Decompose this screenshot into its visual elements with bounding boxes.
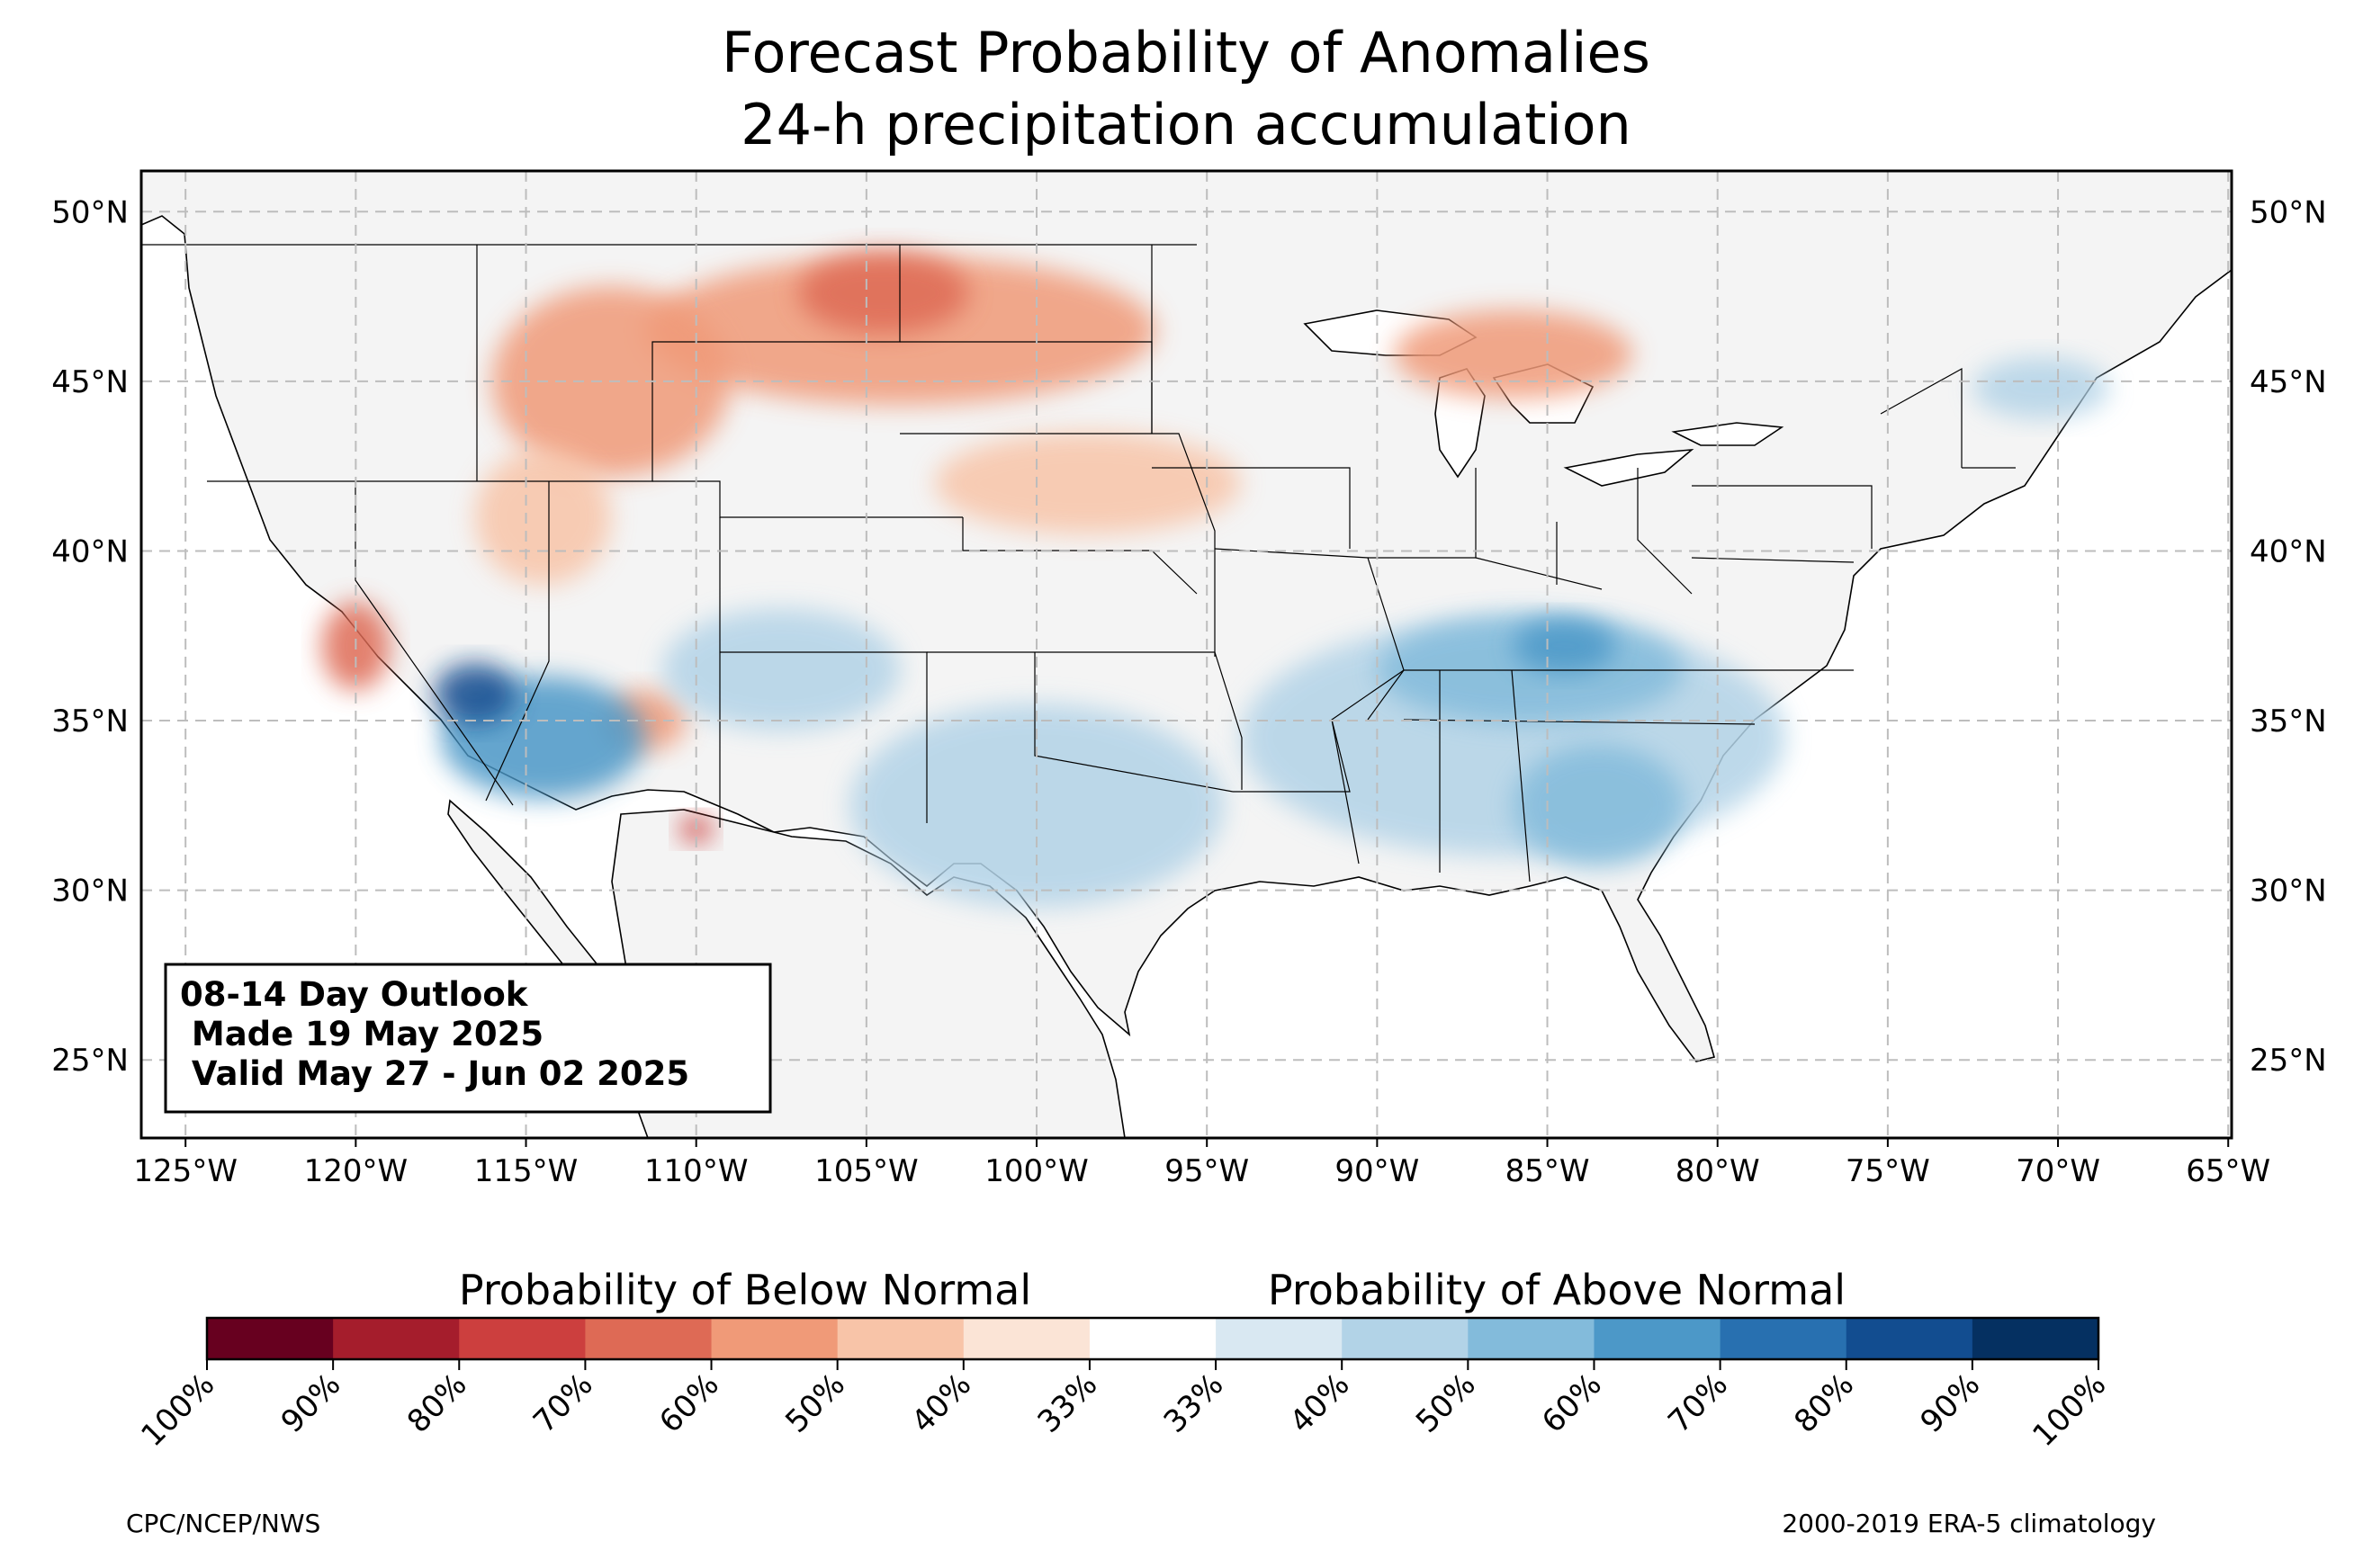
- colorbar-cell: [1846, 1318, 1973, 1359]
- colorbar-cell: [1468, 1318, 1595, 1359]
- lat-tick-label-left: 30°N: [51, 874, 129, 909]
- colorbar-cell: [711, 1318, 839, 1359]
- lon-tick-label: 105°W: [814, 1153, 919, 1189]
- lon-tick-label: 70°W: [2016, 1153, 2100, 1189]
- colorbar-tick-label: 40%: [904, 1366, 978, 1440]
- colorbar-tick-label: 100%: [134, 1366, 221, 1454]
- outlook-valid-range: Valid May 27 - Jun 02 2025: [180, 1054, 689, 1093]
- anomaly-layer: [321, 252, 2109, 908]
- credit-right: 2000-2019 ERA-5 climatology: [1782, 1509, 2156, 1538]
- colorbar-cell: [1342, 1318, 1469, 1359]
- anomaly-region-new-england-wet: [1972, 357, 2109, 419]
- lon-tick-label: 90°W: [1334, 1153, 1419, 1189]
- credit-left: CPC/NCEP/NWS: [126, 1509, 320, 1538]
- anomaly-region-georgia-wet: [1513, 744, 1684, 867]
- colorbar-cell: [963, 1318, 1091, 1359]
- colorbar-cell: [1720, 1318, 1847, 1359]
- colorbar-tick-label: 90%: [1914, 1366, 1988, 1440]
- outlook-title: 08-14 Day Outlook: [180, 975, 529, 1014]
- lat-tick-label-right: 45°N: [2250, 364, 2327, 400]
- title-line-2: 24-h precipitation accumulation: [741, 92, 1631, 157]
- outlook-made-date: Made 19 May 2025: [180, 1015, 544, 1053]
- lat-tick-label-right: 25°N: [2250, 1043, 2327, 1079]
- map-panel: 08-14 Day Outlook Made 19 May 2025 Valid…: [139, 169, 2233, 1140]
- colorbar-cell: [459, 1318, 586, 1359]
- colorbar-cell: [585, 1318, 713, 1359]
- colorbar-cell: [1216, 1318, 1343, 1359]
- latitude-tick-labels: 25°N 25°N 30°N 30°N 35°N 35°N 40°N 40°N 45°N 45°N…: [51, 194, 2326, 1079]
- lat-tick-label-right: 50°N: [2250, 194, 2327, 230]
- colorbar-tick-label: 80%: [1787, 1366, 1861, 1440]
- outlook-box-frame: [164, 963, 772, 1114]
- lon-tick-label: 120°W: [304, 1153, 409, 1189]
- lon-tick-label: 85°W: [1505, 1153, 1590, 1189]
- colorbar-tick-label: 33%: [1031, 1366, 1105, 1440]
- lat-tick-label-right: 35°N: [2250, 703, 2327, 739]
- lat-tick-label-left: 35°N: [51, 703, 129, 739]
- lat-tick-label-left: 45°N: [51, 364, 129, 400]
- lon-tick-label: 80°W: [1676, 1153, 1760, 1189]
- anomaly-region-nebraska-dry: [934, 432, 1242, 534]
- colorbar-tick-label: 60%: [1535, 1366, 1609, 1440]
- colorbar-tick-label: 40%: [1283, 1366, 1357, 1440]
- colorbar: Probability of Below Normal Probability …: [134, 1266, 2113, 1454]
- lat-tick-label-left: 25°N: [51, 1043, 129, 1079]
- colorbar-tick-label: 90%: [274, 1366, 348, 1440]
- title-line-1: Forecast Probability of Anomalies: [722, 20, 1650, 85]
- colorbar-frame: [205, 1316, 2100, 1361]
- anomaly-region-utah-dry: [474, 449, 612, 586]
- colorbar-cells: [207, 1318, 2099, 1359]
- anomaly-region-kentucky-core-wet: [1513, 618, 1616, 674]
- colorbar-tick-label: 33%: [1157, 1366, 1231, 1440]
- longitude-tick-labels: 125°W 120°W 115°W 110°W 105°W 100°W 95°W 90°W 85…: [133, 1138, 2270, 1189]
- anomaly-region-michigan-dry: [1394, 309, 1633, 399]
- colorbar-cell: [207, 1318, 334, 1359]
- lat-tick-label-right: 30°N: [2250, 874, 2327, 909]
- colorbar-tick-label: 50%: [1409, 1366, 1483, 1440]
- anomaly-region-colorado-plateau-wet: [661, 608, 901, 731]
- map-frame: [139, 169, 2233, 1140]
- colorbar-tick-label: 70%: [1661, 1366, 1735, 1440]
- lon-tick-label: 65°W: [2186, 1153, 2270, 1189]
- lon-tick-label: 125°W: [133, 1153, 238, 1189]
- colorbar-cell: [1594, 1318, 1721, 1359]
- lon-tick-label: 115°W: [474, 1153, 579, 1189]
- anomaly-region-mojave-wet-core: [434, 662, 517, 724]
- colorbar-cell: [1089, 1318, 1217, 1359]
- colorbar-cell: [1972, 1318, 2099, 1359]
- lat-tick-label-left: 40°N: [51, 533, 129, 569]
- colorbar-cell: [837, 1318, 965, 1359]
- lon-tick-label: 75°W: [1846, 1153, 1930, 1189]
- colorbar-tick-label: 60%: [652, 1366, 726, 1440]
- colorbar-tick-label: 100%: [2026, 1366, 2113, 1454]
- colorbar-above-label: Probability of Above Normal: [1268, 1266, 1846, 1314]
- anomaly-region-north-dakota-core-dry: [798, 252, 969, 335]
- lat-tick-label-left: 50°N: [51, 194, 129, 230]
- colorbar-tick-label: 70%: [526, 1366, 600, 1440]
- colorbar-tick-label: 50%: [778, 1366, 852, 1440]
- colorbar-tick-label: 80%: [400, 1366, 474, 1440]
- colorbar-ticks: 100% 90% 80% 70% 60% 50% 40% 33% 33% 40% 50% 60% 70%…: [134, 1359, 2113, 1454]
- lon-tick-label: 95°W: [1164, 1153, 1249, 1189]
- lat-tick-label-right: 40°N: [2250, 533, 2327, 569]
- colorbar-cell: [333, 1318, 460, 1359]
- lon-tick-label: 100°W: [984, 1153, 1089, 1189]
- outlook-box: 08-14 Day Outlook Made 19 May 2025 Valid…: [164, 963, 772, 1114]
- lon-tick-label: 110°W: [644, 1153, 749, 1189]
- colorbar-below-label: Probability of Below Normal: [459, 1266, 1031, 1314]
